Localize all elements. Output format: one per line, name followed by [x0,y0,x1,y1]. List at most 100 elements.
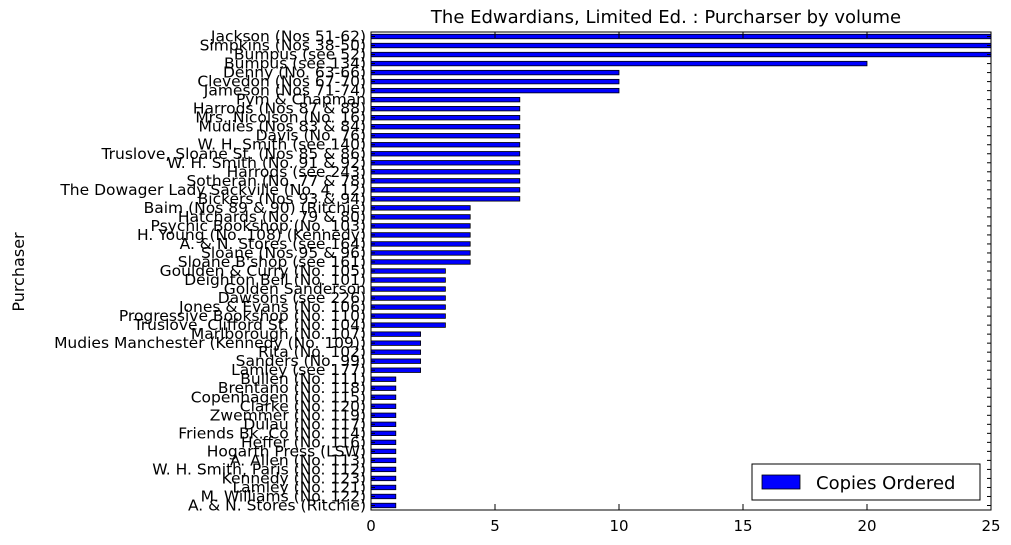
y-tick-label: Sloane (Nos 95 & 96) [201,244,366,262]
bar [370,259,471,265]
y-tick-label: Jones & Evans (No. 106) [178,298,366,316]
y-tick-label: Jameson (Nos 71-74) [203,82,366,100]
y-tick-label: Bumpus (see 52) [234,46,366,64]
bar [370,367,421,373]
bar [370,277,446,283]
bar [370,178,521,184]
legend-swatch [761,474,801,490]
y-tick-label: Zwemmer (No. 119) [210,406,366,424]
bar [370,232,471,238]
y-tick-label: Progressive Bookshop (No. 110) [119,307,366,325]
y-tick-label: Psychic Bookshop (No. 103) [151,217,367,235]
bar [370,106,521,112]
bar [370,42,992,49]
y-tick-label: Hatchards (No. 79 & 80) [178,208,366,226]
legend: Copies Ordered [751,463,981,501]
y-tick-label: Golden Sanderson [224,280,366,298]
y-tick-label: M. Williams (No. 122) [201,487,366,505]
x-ticks-group: 0 5 10 15 20 25 [366,32,1001,535]
y-tick-label: W. H. Smith, Paris (No. 112) [152,460,366,478]
y-tick-label: Bickers (Nos 93 & 94) [198,190,366,208]
y-tick-label: Friends Bk. Co (No. 114) [178,424,366,442]
x-tick-label: 5 [490,517,500,535]
bar [370,33,992,40]
bar [370,214,471,220]
bar [370,87,620,94]
x-tick-label: 25 [981,517,1000,535]
y-tick-label: Goulden & Curry (No. 105) [160,262,366,280]
bar [370,160,521,166]
bar [370,322,446,328]
bars-group [370,33,992,509]
y-tick-label: The Dowager Lady Sackville (No. 4, 12) [59,181,366,199]
bar [370,286,446,292]
y-tick-label: Mrs. Nicolson (No. 16) [195,109,366,127]
bar [370,241,471,247]
bar [370,60,868,67]
y-tick-label: Lamley (see 177) [231,361,366,379]
bar [370,304,446,310]
x-tick-label: 20 [857,517,876,535]
y-tick-label: Truslove, Clifford St. (No. 104) [133,316,366,334]
x-tick-label: 10 [609,517,628,535]
y-tick-label: A. Allen (No. 113) [230,451,366,469]
y-tick-label: Baim (Nos 89 & 90) (Ritchie) [144,199,366,217]
y-tick-label: Dawsons (see 226) [218,289,366,307]
bar [370,295,446,301]
y-tick-label: Heffer (No. 116) [241,433,366,451]
bar [370,340,421,346]
bar [370,142,521,148]
y-tick-label: A. & N. Stores (see 164) [180,235,366,253]
bar [370,268,446,274]
y-tick-label: Lamley (No. 121) [232,478,366,496]
bar [370,96,521,103]
y-tick-label: Bumpus (see 134) [224,55,366,73]
y-axis-label: Purchaser [9,232,28,312]
y-tick-label: Harrods (see 243) [227,163,366,181]
bar [370,124,521,130]
y-tick-label: Mudies Manchester (Kennedy (No. 109)) [54,334,366,352]
y-ticks-group: Jackson (Nos 51-62)Simpkins (Nos 38-50)B… [54,28,991,514]
bar [370,169,521,175]
y-tick-label: Sloane B'shop (see 161) [178,253,366,271]
y-tick-label: Bullen (No. 111) [240,370,366,388]
y-tick-label: Deighton Bell (No. 101) [184,271,366,289]
y-tick-label: Brentano (No. 118) [218,379,366,397]
bar [370,358,421,364]
y-tick-label: Clarke (No. 120) [240,397,366,415]
y-tick-label: Sotheran (No. 77 & 78) [186,172,366,190]
bar [370,223,471,229]
y-tick-label: Clevedon (Nos 67-70) [197,73,366,91]
y-tick-label: Pym & Chapman [236,91,366,109]
y-tick-label: W. H. Smith (see 140) [198,136,366,154]
chart-title: The Edwardians, Limited Ed. : Purcharser… [430,7,901,28]
y-tick-label: Marlborough (No. 107) [191,325,366,343]
bar [370,115,521,121]
bar [370,51,992,58]
y-tick-label: Harrods (Nos 87 & 88) [193,100,366,118]
bar [370,331,421,337]
y-tick-label: Simpkins (Nos 38-50) [200,37,366,55]
y-tick-label: Dulau (No. 117) [243,415,366,433]
plot-frame [370,31,992,511]
y-tick-label: Sanders (No. 99) [236,352,366,370]
y-tick-label: Denny (No. 63-66) [223,64,366,82]
bar [370,133,521,139]
y-tick-label: Hogarth Press (LSW) [207,442,366,460]
y-tick-label: Truslove, Sloane St. (Nos 85 & 86) [100,145,366,163]
y-tick-label: A. & N. Stores (Ritchie) [188,496,366,514]
bar [370,349,421,355]
bar [370,250,471,256]
bar [370,187,521,193]
bar [370,196,521,202]
y-tick-label: Copenhagen (No. 115) [191,388,366,406]
y-tick-label: Mudies (Nos 83 & 84) [199,118,366,136]
bar [370,151,521,157]
x-tick-label: 15 [733,517,752,535]
y-tick-label: Davis (No. 76) [256,127,366,145]
y-tick-label: Kennedy (No. 123) [222,469,366,487]
y-tick-label: Jackson (Nos 51-62) [210,28,366,46]
bar [370,78,620,85]
bar [370,205,471,211]
